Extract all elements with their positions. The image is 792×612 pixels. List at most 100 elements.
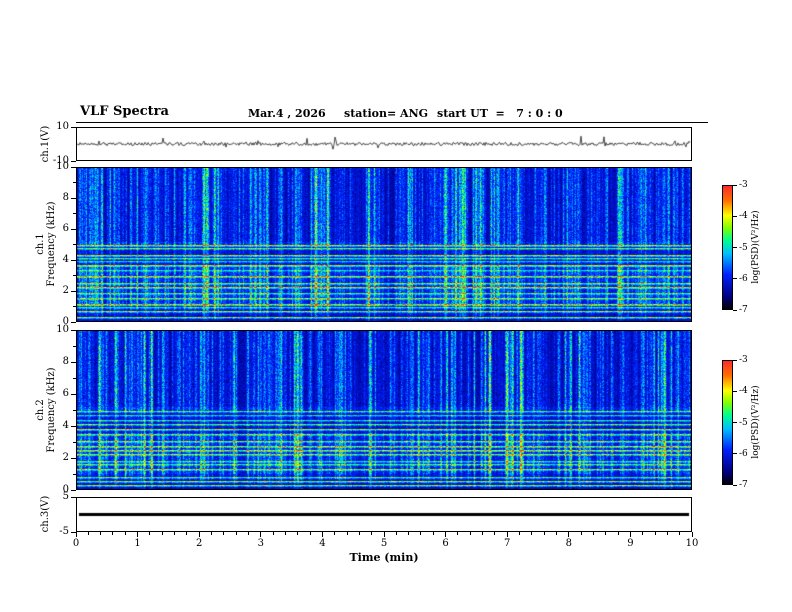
y-minor-tick-mark [73, 409, 76, 411]
y-tick-label: 8 [62, 192, 69, 203]
y-minor-tick-mark [73, 306, 76, 307]
y-tick-mark [71, 321, 76, 323]
y-minor-tick-mark [73, 473, 76, 475]
colorbar-tick-label: -6 [739, 273, 748, 284]
x-minor-tick-mark [617, 532, 619, 535]
ch1-spectrogram-canvas [77, 168, 691, 321]
plot-title: VLF Spectra [80, 104, 169, 119]
y-tick-mark [71, 425, 76, 427]
x-minor-tick-mark [666, 532, 668, 535]
x-minor-tick-mark [457, 532, 459, 535]
y-tick-label: -5 [59, 526, 69, 537]
y-minor-tick-mark [73, 213, 76, 214]
x-minor-tick-mark [494, 532, 496, 535]
x-minor-tick-mark [642, 532, 644, 535]
x-minor-tick-mark [469, 532, 471, 535]
ch1-waveform-canvas [77, 128, 691, 160]
y-tick-mark [71, 457, 76, 459]
y-tick-label: -10 [52, 155, 69, 166]
header-rule [76, 122, 708, 123]
x-tick-mark [137, 532, 139, 537]
ch1-colorbar [722, 185, 733, 310]
colorbar-tick-label: -5 [739, 417, 748, 428]
x-tick-label: 3 [257, 538, 264, 549]
ch2-colorbar [722, 360, 733, 485]
y-tick-label: 6 [62, 388, 69, 399]
x-minor-tick-mark [272, 532, 274, 535]
y-tick-label: 2 [62, 285, 69, 296]
x-tick-mark [691, 532, 693, 537]
y-minor-tick-mark [73, 345, 76, 347]
colorbar-tick-mark [733, 278, 737, 280]
y-tick-label: 10 [56, 121, 69, 132]
colorbar-tick-mark [733, 390, 737, 392]
y-tick-mark [71, 197, 76, 199]
x-minor-tick-mark [408, 532, 410, 535]
y-tick-label: 0 [62, 316, 69, 327]
x-minor-tick-mark [100, 532, 102, 535]
x-minor-tick-mark [679, 532, 681, 535]
x-minor-tick-mark [605, 532, 607, 535]
ch2-spectrogram-panel [76, 330, 692, 490]
x-tick-mark [321, 532, 323, 537]
colorbar-tick-mark [733, 359, 737, 361]
colorbar-tick-mark [733, 309, 737, 311]
start-ut-label: start UT = 7 : 0 : 0 [437, 107, 563, 120]
colorbar-tick-label: -7 [739, 305, 748, 315]
colorbar-tick-mark [733, 484, 737, 486]
y-tick-mark [71, 126, 76, 128]
ch1-waveform-panel [76, 127, 692, 161]
colorbar-tick-label: -6 [739, 448, 748, 459]
x-axis-title: Time (min) [349, 551, 419, 564]
x-tick-mark [75, 532, 77, 537]
x-minor-tick-mark [223, 532, 225, 535]
x-tick-mark [260, 532, 262, 537]
x-tick-mark [383, 532, 385, 537]
y-tick-mark [71, 166, 76, 168]
ch2-spectrogram-canvas [77, 331, 691, 489]
y-tick-mark [71, 361, 76, 363]
x-tick-mark [568, 532, 570, 537]
y-tick-label: 10 [56, 161, 69, 172]
x-minor-tick-mark [235, 532, 237, 535]
x-minor-tick-mark [592, 532, 594, 535]
y-tick-label: 5 [62, 491, 69, 502]
plot-date: Mar.4 , 2026 [248, 107, 326, 120]
y-tick-mark [71, 393, 76, 395]
y-minor-tick-mark [73, 244, 76, 245]
colorbar-tick-label: -4 [739, 211, 748, 222]
x-minor-tick-mark [284, 532, 286, 535]
x-tick-label: 0 [72, 538, 80, 549]
x-minor-tick-mark [149, 532, 151, 535]
colorbar-tick-label: -4 [739, 386, 748, 397]
x-minor-tick-mark [580, 532, 582, 535]
colorbar-tick-mark [733, 422, 737, 423]
colorbar-tick-label: -5 [739, 242, 748, 253]
colorbar-tick-label: -7 [739, 480, 748, 490]
x-minor-tick-mark [371, 532, 373, 535]
y-tick-mark [71, 489, 76, 491]
x-tick-label: 2 [196, 538, 203, 549]
ch1-spectrogram-panel [76, 167, 692, 322]
y-tick-mark [71, 228, 76, 230]
x-minor-tick-mark [531, 532, 533, 535]
y-tick-mark [71, 160, 76, 162]
x-tick-label: 5 [380, 538, 388, 549]
x-minor-tick-mark [420, 532, 422, 535]
x-tick-label: 6 [442, 538, 449, 549]
x-minor-tick-mark [358, 532, 360, 535]
y-tick-label: 4 [62, 420, 69, 431]
x-minor-tick-mark [309, 532, 311, 535]
x-minor-tick-mark [247, 532, 249, 535]
y-tick-label: 10 [56, 324, 69, 335]
x-minor-tick-mark [482, 532, 484, 535]
y-minor-tick-mark [73, 377, 76, 379]
x-tick-mark [506, 532, 508, 537]
y-tick-label: 6 [62, 223, 69, 234]
y-minor-tick-mark [73, 182, 76, 183]
x-minor-tick-mark [519, 532, 521, 535]
y-tick-mark [71, 496, 76, 498]
ch3-waveform-canvas [77, 498, 691, 531]
x-minor-tick-mark [334, 532, 336, 535]
